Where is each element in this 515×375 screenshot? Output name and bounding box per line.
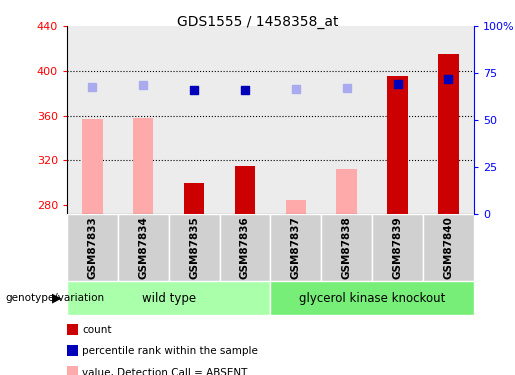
Text: genotype/variation: genotype/variation bbox=[5, 293, 104, 303]
Point bbox=[88, 84, 96, 90]
Bar bbox=[133, 118, 153, 214]
FancyBboxPatch shape bbox=[67, 214, 118, 281]
Bar bbox=[235, 166, 255, 214]
Text: GSM87833: GSM87833 bbox=[88, 216, 97, 279]
Bar bbox=[336, 169, 357, 214]
Text: GSM87836: GSM87836 bbox=[240, 216, 250, 279]
Text: GSM87840: GSM87840 bbox=[443, 216, 453, 279]
Text: percentile rank within the sample: percentile rank within the sample bbox=[82, 346, 259, 356]
Bar bbox=[321, 26, 372, 214]
Text: ▶: ▶ bbox=[52, 292, 62, 304]
Bar bbox=[387, 76, 408, 214]
FancyBboxPatch shape bbox=[372, 214, 423, 281]
Text: GDS1555 / 1458358_at: GDS1555 / 1458358_at bbox=[177, 15, 338, 29]
Bar bbox=[286, 200, 306, 214]
FancyBboxPatch shape bbox=[67, 281, 270, 315]
Text: wild type: wild type bbox=[142, 292, 196, 304]
Text: GSM87837: GSM87837 bbox=[291, 216, 301, 279]
Bar bbox=[169, 26, 219, 214]
Point bbox=[444, 76, 453, 82]
Bar bbox=[184, 183, 204, 214]
Point bbox=[393, 81, 402, 87]
Text: GSM87838: GSM87838 bbox=[341, 216, 352, 279]
Text: GSM87834: GSM87834 bbox=[138, 216, 148, 279]
Bar bbox=[423, 26, 474, 214]
Point bbox=[190, 87, 198, 93]
FancyBboxPatch shape bbox=[169, 214, 219, 281]
Bar bbox=[438, 54, 458, 214]
Bar bbox=[219, 26, 270, 214]
FancyBboxPatch shape bbox=[270, 281, 474, 315]
FancyBboxPatch shape bbox=[321, 214, 372, 281]
FancyBboxPatch shape bbox=[270, 214, 321, 281]
Point bbox=[139, 82, 147, 88]
Bar bbox=[372, 26, 423, 214]
FancyBboxPatch shape bbox=[423, 214, 474, 281]
Text: GSM87839: GSM87839 bbox=[392, 216, 403, 279]
Text: glycerol kinase knockout: glycerol kinase knockout bbox=[299, 292, 445, 304]
Point bbox=[291, 86, 300, 92]
Bar bbox=[82, 119, 102, 214]
Text: value, Detection Call = ABSENT: value, Detection Call = ABSENT bbox=[82, 368, 248, 375]
Bar bbox=[118, 26, 169, 214]
FancyBboxPatch shape bbox=[219, 214, 270, 281]
Point bbox=[241, 87, 249, 93]
Bar bbox=[67, 26, 118, 214]
Point bbox=[342, 85, 351, 91]
Text: GSM87835: GSM87835 bbox=[189, 216, 199, 279]
FancyBboxPatch shape bbox=[118, 214, 169, 281]
Bar bbox=[270, 26, 321, 214]
Text: count: count bbox=[82, 325, 112, 335]
